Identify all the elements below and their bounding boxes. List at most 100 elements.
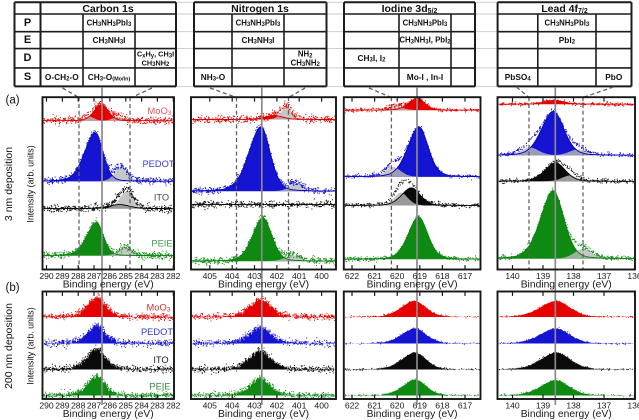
svg-text:404: 404 bbox=[225, 401, 240, 411]
svg-text:290: 290 bbox=[39, 271, 54, 281]
svg-text:403: 403 bbox=[247, 271, 262, 281]
svg-text:622: 622 bbox=[345, 401, 360, 411]
svg-text:CH3​NH3​I: CH3​NH3​I bbox=[242, 35, 275, 45]
svg-text:(b): (b) bbox=[6, 282, 20, 294]
svg-text:289: 289 bbox=[55, 401, 70, 411]
svg-text:O-CH2​-O: O-CH2​-O bbox=[45, 72, 79, 82]
svg-text:617: 617 bbox=[458, 401, 473, 411]
svg-text:286: 286 bbox=[103, 401, 118, 411]
svg-text:402: 402 bbox=[270, 271, 285, 281]
svg-text:285: 285 bbox=[119, 271, 134, 281]
svg-text:287: 287 bbox=[87, 401, 102, 411]
svg-text:3 nm deposition: 3 nm deposition bbox=[3, 147, 15, 221]
svg-text:Intensity (arb. units): Intensity (arb. units) bbox=[26, 145, 36, 222]
svg-text:MoO3: MoO3 bbox=[147, 303, 171, 314]
svg-text:286: 286 bbox=[103, 271, 118, 281]
svg-text:Iodine 3d5/2​: Iodine 3d5/2​ bbox=[382, 3, 438, 15]
svg-text:620: 620 bbox=[390, 401, 405, 411]
svg-text:CH3​NH3​I, PbI2​: CH3​NH3​I, PbI2​ bbox=[399, 36, 451, 46]
svg-text:288: 288 bbox=[71, 401, 86, 411]
svg-text:621: 621 bbox=[367, 271, 382, 281]
svg-text:ITO: ITO bbox=[153, 355, 168, 365]
svg-text:137: 137 bbox=[597, 401, 612, 411]
svg-text:282: 282 bbox=[166, 271, 181, 281]
svg-text:Binding energy (eV): Binding energy (eV) bbox=[63, 280, 154, 291]
svg-text:618: 618 bbox=[435, 401, 450, 411]
svg-text:PbI2​: PbI2​ bbox=[559, 35, 576, 45]
svg-text:138: 138 bbox=[566, 401, 581, 411]
svg-text:400: 400 bbox=[314, 401, 329, 411]
svg-text:Binding energy (eV): Binding energy (eV) bbox=[367, 280, 458, 291]
svg-text:400: 400 bbox=[314, 271, 329, 281]
svg-text:287: 287 bbox=[87, 271, 102, 281]
svg-text:PEDOT: PEDOT bbox=[141, 327, 173, 337]
svg-text:288: 288 bbox=[71, 271, 86, 281]
svg-text:MoO3: MoO3 bbox=[148, 106, 172, 117]
svg-text:621: 621 bbox=[367, 401, 382, 411]
svg-text:405: 405 bbox=[203, 401, 218, 411]
svg-text:Binding energy (eV): Binding energy (eV) bbox=[63, 409, 154, 420]
svg-text:Carbon 1s: Carbon 1s bbox=[82, 3, 134, 15]
svg-text:284: 284 bbox=[134, 271, 149, 281]
svg-text:139: 139 bbox=[536, 271, 551, 281]
svg-text:PEIE: PEIE bbox=[149, 382, 170, 392]
svg-text:PbSO4​: PbSO4​ bbox=[505, 72, 532, 82]
svg-text:D: D bbox=[24, 52, 32, 64]
svg-text:622: 622 bbox=[345, 271, 360, 281]
svg-text:Intensity (arb. units): Intensity (arb. units) bbox=[26, 307, 36, 384]
svg-text:CH3​NH3​I: CH3​NH3​I bbox=[93, 35, 126, 45]
svg-text:P: P bbox=[24, 17, 31, 29]
svg-text:139: 139 bbox=[536, 401, 551, 411]
svg-text:290: 290 bbox=[39, 401, 54, 411]
svg-text:PbO: PbO bbox=[605, 72, 623, 82]
svg-text:Mo-I , In-I: Mo-I , In-I bbox=[407, 72, 443, 82]
svg-text:CH3​NH3​PbI3​: CH3​NH3​PbI3​ bbox=[236, 18, 281, 28]
svg-text:S: S bbox=[24, 71, 31, 83]
svg-text:618: 618 bbox=[435, 271, 450, 281]
svg-text:140: 140 bbox=[505, 271, 520, 281]
svg-text:Nitrogen 1s: Nitrogen 1s bbox=[231, 3, 289, 15]
svg-text:138: 138 bbox=[566, 271, 581, 281]
svg-text:619: 619 bbox=[413, 271, 428, 281]
svg-text:136: 136 bbox=[627, 401, 639, 411]
svg-text:282: 282 bbox=[166, 401, 181, 411]
svg-text:200 nm deposition: 200 nm deposition bbox=[3, 303, 15, 389]
svg-text:CH3​NH2​: CH3​NH2​ bbox=[142, 58, 170, 68]
svg-text:284: 284 bbox=[134, 401, 149, 411]
svg-text:401: 401 bbox=[292, 401, 307, 411]
svg-text:136: 136 bbox=[627, 271, 639, 281]
svg-text:620: 620 bbox=[390, 271, 405, 281]
svg-text:Binding energy (eV): Binding energy (eV) bbox=[218, 409, 309, 420]
svg-text:401: 401 bbox=[292, 271, 307, 281]
svg-text:Binding energy (eV): Binding energy (eV) bbox=[521, 280, 612, 291]
svg-text:402: 402 bbox=[270, 401, 285, 411]
svg-text:619: 619 bbox=[413, 401, 428, 411]
svg-text:Binding energy (eV): Binding energy (eV) bbox=[521, 409, 612, 420]
svg-text:E: E bbox=[24, 34, 31, 46]
svg-text:CH3​I, I2​: CH3​I, I2​ bbox=[358, 53, 387, 63]
svg-text:617: 617 bbox=[458, 271, 473, 281]
svg-text:CH3​-O(Mo/In)​: CH3​-O(Mo/In)​ bbox=[88, 72, 131, 82]
svg-text:Binding energy (eV): Binding energy (eV) bbox=[218, 280, 309, 291]
svg-text:CH3​NH2​: CH3​NH2​ bbox=[291, 58, 321, 68]
svg-text:(a): (a) bbox=[6, 95, 20, 107]
svg-text:404: 404 bbox=[225, 271, 240, 281]
svg-text:289: 289 bbox=[55, 271, 70, 281]
svg-text:405: 405 bbox=[203, 271, 218, 281]
svg-text:137: 137 bbox=[597, 271, 612, 281]
svg-text:PEDOT: PEDOT bbox=[142, 159, 174, 169]
svg-text:285: 285 bbox=[119, 401, 134, 411]
svg-text:PEIE: PEIE bbox=[151, 239, 172, 249]
svg-text:NH2​: NH2​ bbox=[298, 50, 313, 60]
svg-text:403: 403 bbox=[247, 401, 262, 411]
svg-text:CH3​NH3​PbI3​: CH3​NH3​PbI3​ bbox=[403, 18, 448, 28]
svg-text:NH3​-O: NH3​-O bbox=[201, 72, 226, 82]
svg-text:283: 283 bbox=[150, 271, 165, 281]
svg-text:Cx​Hy​, CH3​I: Cx​Hy​, CH3​I bbox=[137, 50, 174, 60]
svg-text:CH3​NH3​PbI3​: CH3​NH3​PbI3​ bbox=[545, 18, 590, 28]
svg-text:Lead 4f7/2​: Lead 4f7/2​ bbox=[541, 3, 588, 15]
svg-text:ITO: ITO bbox=[154, 193, 169, 203]
svg-text:283: 283 bbox=[150, 401, 165, 411]
svg-text:140: 140 bbox=[505, 401, 520, 411]
svg-text:CH3​NH3​PbI3​: CH3​NH3​PbI3​ bbox=[87, 18, 132, 28]
